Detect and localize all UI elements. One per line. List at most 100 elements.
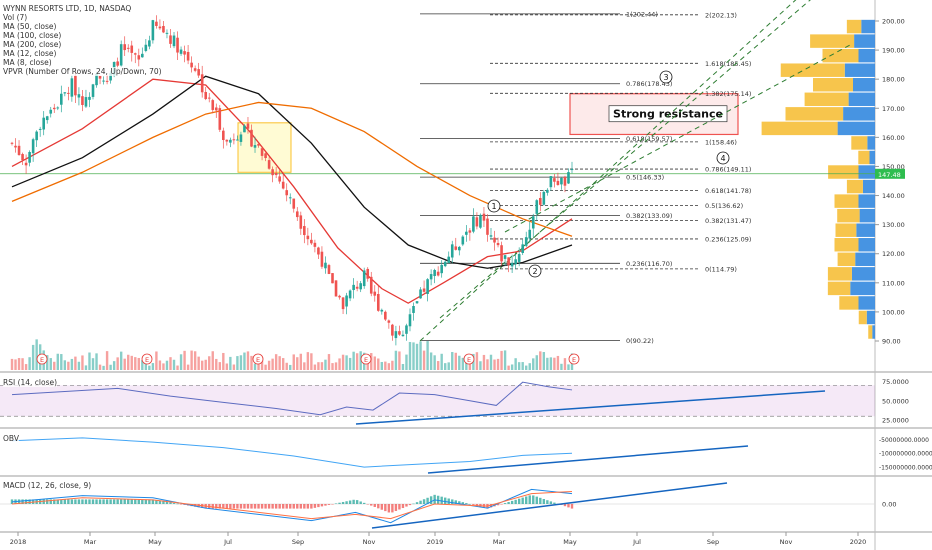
candle-down bbox=[155, 21, 158, 26]
volume-bar bbox=[514, 358, 517, 370]
earnings-marker bbox=[360, 353, 372, 365]
macd-hist-bar bbox=[148, 499, 151, 504]
vpvr-down-bar bbox=[839, 296, 859, 310]
macd-hist-bar bbox=[539, 497, 542, 504]
rsi-tick-label: 75.0000 bbox=[882, 378, 909, 386]
macd-hist-bar bbox=[331, 504, 334, 505]
macd-hist-bar bbox=[141, 499, 144, 504]
volume-bar bbox=[127, 354, 130, 370]
macd-trendline bbox=[371, 482, 728, 529]
candle-up bbox=[179, 49, 183, 54]
candle-down bbox=[553, 178, 556, 182]
time-tick-label: Sep bbox=[707, 538, 719, 546]
volume-bar bbox=[556, 355, 560, 370]
macd-hist-bar bbox=[451, 499, 454, 504]
candle-up bbox=[560, 177, 563, 185]
time-tick-label: 2020 bbox=[850, 538, 867, 546]
macd-hist-bar bbox=[444, 497, 447, 504]
candle-up bbox=[119, 44, 123, 66]
macd-hist-bar bbox=[317, 504, 320, 508]
candle-down bbox=[116, 61, 119, 66]
volume-bar bbox=[222, 352, 225, 370]
earnings-marker bbox=[141, 353, 153, 365]
macd-hist-bar bbox=[74, 499, 77, 504]
volume-bar bbox=[401, 364, 405, 370]
obv-tick-label: -100000000.0000 bbox=[879, 451, 932, 458]
candle-up bbox=[70, 78, 74, 97]
candle-down bbox=[422, 288, 426, 292]
candle-up bbox=[352, 284, 355, 291]
vpvr-up-bar bbox=[848, 92, 875, 107]
volume-bar bbox=[95, 353, 98, 370]
candle-down bbox=[133, 53, 137, 55]
volume-bar bbox=[165, 360, 169, 370]
macd-hist-bar bbox=[24, 499, 28, 504]
vpvr-down-bar bbox=[858, 310, 867, 325]
candle-up bbox=[461, 236, 465, 245]
candle-down bbox=[52, 107, 56, 110]
vpvr-up-bar bbox=[867, 136, 875, 150]
candle-up bbox=[521, 244, 524, 253]
candle-up bbox=[401, 334, 405, 337]
macd-hist-bar bbox=[162, 501, 165, 504]
macd-hist-bar bbox=[468, 504, 472, 505]
candle-down bbox=[493, 237, 496, 243]
macd-hist-bar bbox=[341, 501, 345, 504]
volume-bar bbox=[28, 357, 31, 370]
macd-hist-bar bbox=[370, 504, 373, 506]
candle-down bbox=[67, 92, 70, 94]
candle-up bbox=[465, 231, 468, 235]
rsi-trendline bbox=[355, 390, 826, 425]
volume-bar bbox=[341, 354, 345, 370]
macd-hist-bar bbox=[151, 499, 155, 504]
candle-up bbox=[45, 116, 49, 121]
candle-down bbox=[214, 107, 218, 111]
volume-bar bbox=[229, 356, 232, 370]
macd-hist-bar bbox=[229, 504, 232, 509]
vpvr-down-bar bbox=[810, 34, 855, 48]
macd-hist-bar bbox=[222, 504, 225, 509]
macd-hist-bar bbox=[289, 504, 292, 509]
macd-hist-bar bbox=[472, 504, 475, 505]
vpvr-up-bar bbox=[869, 150, 875, 165]
wave-label: 3 bbox=[663, 73, 668, 82]
macd-hist-bar bbox=[299, 504, 303, 509]
candle-down bbox=[500, 245, 503, 262]
candle-up bbox=[514, 259, 517, 265]
candle-up bbox=[324, 262, 327, 269]
macd-tick-label: 0.00 bbox=[882, 501, 896, 509]
time-tick-label: 2018 bbox=[10, 538, 27, 546]
macd-hist-bar bbox=[563, 504, 567, 507]
volume-bar bbox=[454, 352, 457, 370]
rsi-label: RSI (14, close) bbox=[3, 378, 58, 387]
volume-bar bbox=[215, 358, 218, 370]
volume-bar bbox=[141, 360, 144, 370]
vpvr-up-bar bbox=[859, 208, 875, 223]
candle-down bbox=[313, 242, 317, 247]
macd-hist-bar bbox=[53, 499, 56, 504]
volume-bar bbox=[193, 351, 197, 370]
macd-hist-bar bbox=[127, 499, 130, 504]
obv-tick-label: -150000000.0000 bbox=[879, 465, 932, 472]
macd-hist-bar bbox=[112, 499, 116, 504]
macd-hist-bar bbox=[313, 504, 317, 508]
macd-hist-bar bbox=[549, 501, 553, 504]
candle-down bbox=[376, 293, 380, 311]
candle-up bbox=[38, 128, 42, 130]
vpvr-up-bar bbox=[858, 194, 875, 208]
macd-hist-bar bbox=[267, 504, 271, 509]
volume-bar bbox=[296, 357, 299, 370]
candle-up bbox=[362, 270, 366, 287]
macd-hist-bar bbox=[510, 500, 514, 504]
candle-down bbox=[285, 190, 289, 196]
volume-bar bbox=[112, 361, 116, 370]
time-tick-label: May bbox=[563, 538, 577, 546]
macd-hist-bar bbox=[218, 504, 221, 509]
volume-bar bbox=[49, 358, 52, 370]
volume-bar bbox=[549, 357, 553, 370]
candle-down bbox=[222, 130, 225, 141]
macd-hist-bar bbox=[419, 500, 422, 504]
fib-right-label: 0.236(125.09) bbox=[705, 235, 751, 243]
macd-hist-bar bbox=[391, 504, 394, 513]
volume-bar bbox=[327, 354, 331, 370]
